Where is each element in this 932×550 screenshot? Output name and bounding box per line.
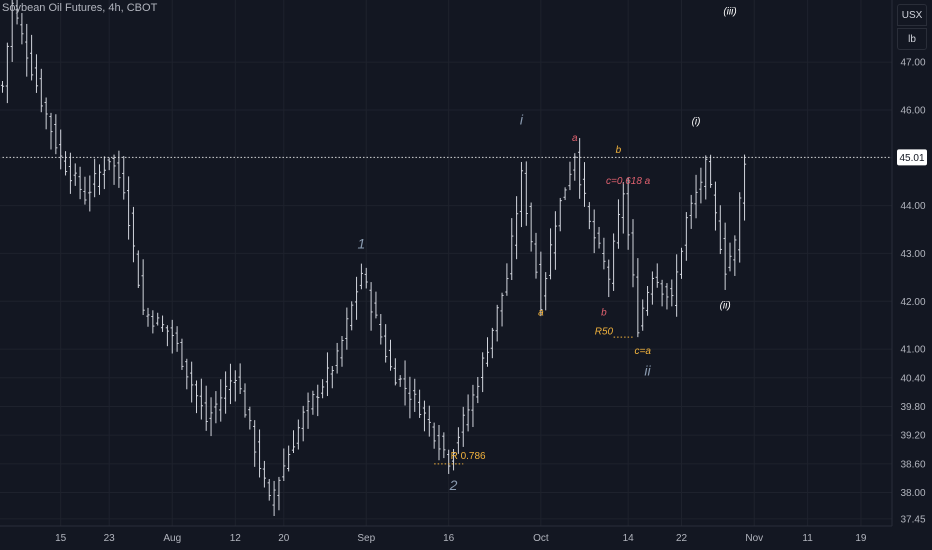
wave-label: (i): [692, 116, 701, 127]
currency-unit-button[interactable]: USX: [897, 4, 927, 26]
time-tick-label: 19: [855, 533, 867, 544]
wave-label: (iii): [723, 6, 736, 17]
price-tick-label: 44.00: [900, 201, 925, 212]
wave-label: a: [572, 133, 578, 144]
wave-label: 1: [358, 236, 366, 252]
time-tick-label: 20: [278, 533, 290, 544]
price-tick-label: 38.00: [900, 488, 925, 499]
time-tick-label: 12: [230, 533, 242, 544]
price-unit-button[interactable]: lb: [897, 28, 927, 50]
time-tick-label: 23: [104, 533, 116, 544]
price-tick-label: 46.00: [900, 105, 925, 116]
price-tick-label: 43.00: [900, 249, 925, 260]
last-price-tag: 45.01: [897, 149, 927, 166]
last-price-label: 45.01: [899, 153, 924, 164]
grid: [0, 0, 892, 526]
dotted-levels: [2, 156, 892, 465]
time-tick-label: 16: [443, 533, 455, 544]
wave-label: 2: [449, 477, 458, 493]
price-tick-label: 42.00: [900, 297, 925, 308]
last-price-tag-bg: [897, 149, 927, 166]
price-tick-label: 41.00: [900, 345, 925, 356]
price-tick-label: 39.20: [900, 431, 925, 442]
chart-title: Soybean Oil Futures, 4h, CBOT: [2, 2, 158, 14]
wave-label: a: [538, 308, 544, 319]
wave-annotations: (iii) i a b c=0.618 a (i) 1 a b R50 c=a ii (ii) R 0.7…: [358, 6, 737, 493]
time-axis[interactable]: 15 23 Aug 12 20 Sep 16 Oct 14 22 Nov 11 19: [55, 533, 867, 544]
time-tick-label: 11: [802, 533, 813, 544]
wave-label: b: [616, 145, 622, 156]
price-tick-label: 38.60: [900, 459, 925, 470]
time-tick-label: Nov: [745, 533, 763, 544]
price-tick-label: 37.45: [900, 514, 925, 525]
price-tick-label: 40.40: [900, 373, 925, 384]
time-tick-label: Aug: [163, 533, 181, 544]
time-tick-label: Sep: [357, 533, 375, 544]
candles: [0, 0, 747, 516]
wave-label: i: [520, 111, 524, 127]
time-tick-label: Oct: [533, 533, 549, 544]
time-tick-label: 15: [55, 533, 67, 544]
price-axis[interactable]: 47.0046.0045.0044.0043.0042.0041.0040.40…: [900, 58, 925, 526]
wave-label: b: [601, 308, 607, 319]
wave-label: R 0.786: [451, 451, 486, 462]
wave-label: (ii): [720, 300, 731, 311]
wave-label: ii: [644, 362, 651, 378]
wave-label: R50: [595, 327, 614, 338]
wave-label: c=0.618 a: [606, 176, 651, 187]
time-tick-label: 14: [623, 533, 635, 544]
price-tick-label: 39.80: [900, 402, 925, 413]
wave-label: c=a: [634, 346, 651, 357]
price-tick-label: 47.00: [900, 58, 925, 69]
time-tick-label: 22: [676, 533, 688, 544]
